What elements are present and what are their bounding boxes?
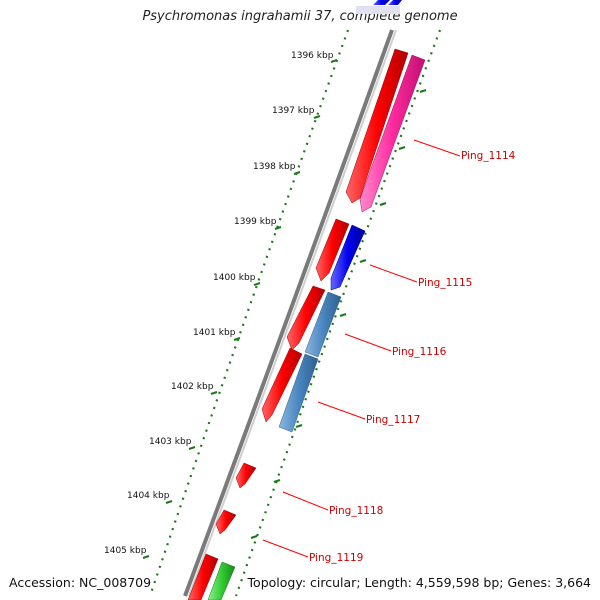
outer-scale-track bbox=[148, 29, 350, 597]
tick-label: 1402 kbp bbox=[171, 382, 214, 392]
scale-tick: 1396 kbp bbox=[291, 51, 338, 63]
gene-red[interactable] bbox=[235, 462, 257, 489]
gene-red[interactable] bbox=[286, 285, 326, 351]
gene-labels: Ping_1114 Ping_1115 Ping_1116 Ping_1117 … bbox=[262, 139, 516, 564]
scale-tick: 1402 kbp bbox=[171, 382, 218, 395]
tick-label: 1396 kbp bbox=[291, 51, 334, 61]
gene-label[interactable]: Ping_1119 bbox=[262, 539, 363, 564]
gene-label-text: Ping_1117 bbox=[366, 414, 420, 426]
inner-scale-track bbox=[234, 29, 442, 597]
tick-label: 1397 kbp bbox=[272, 106, 315, 116]
gene-green[interactable] bbox=[207, 561, 236, 600]
gene-blue[interactable] bbox=[330, 224, 366, 291]
accession-value: NC_008709 bbox=[79, 575, 152, 590]
genome-backbone-shade bbox=[188, 29, 397, 597]
accession-footer: Accession: NC_008709 bbox=[9, 575, 151, 590]
gene-label[interactable]: Ping_1118 bbox=[282, 491, 383, 517]
reverse-genes bbox=[207, 54, 426, 600]
gene-steelblue[interactable] bbox=[304, 291, 342, 358]
tick-label: 1398 kbp bbox=[253, 162, 296, 172]
genes-value: 3,664 bbox=[555, 575, 591, 590]
tick-label: 1400 kbp bbox=[213, 273, 256, 283]
gene-label[interactable]: Ping_1116 bbox=[344, 333, 447, 358]
tick-label: 1405 kbp bbox=[104, 546, 147, 556]
scale-tick: 1399 kbp bbox=[234, 217, 282, 230]
scale-tick: 1400 kbp bbox=[213, 273, 261, 286]
gene-label[interactable]: Ping_1115 bbox=[369, 264, 472, 289]
gene-label-text: Ping_1114 bbox=[461, 150, 516, 162]
topology-label: Topology: bbox=[247, 575, 307, 590]
forward-genes bbox=[187, 48, 409, 600]
scale-tick: 1397 kbp bbox=[272, 106, 321, 119]
tick-label: 1404 kbp bbox=[127, 491, 170, 501]
gene-label-text: Ping_1115 bbox=[418, 277, 472, 289]
tick-label: 1399 kbp bbox=[234, 217, 277, 227]
scale-tick: 1404 kbp bbox=[127, 491, 173, 504]
gene-label-text: Ping_1118 bbox=[329, 505, 383, 517]
gene-label-text: Ping_1116 bbox=[392, 346, 447, 358]
gene-red[interactable] bbox=[345, 48, 409, 204]
genes-label: Genes: bbox=[507, 575, 552, 590]
gene-label[interactable]: Ping_1117 bbox=[317, 401, 420, 426]
feature-top-blue-a[interactable] bbox=[373, 0, 390, 5]
scale-tick: 1405 kbp bbox=[104, 546, 150, 559]
scale-tick: 1401 kbp bbox=[193, 328, 241, 341]
length-label: Length: bbox=[364, 575, 412, 590]
tick-label: 1403 kbp bbox=[149, 437, 192, 447]
gene-red[interactable] bbox=[187, 553, 219, 600]
tick-label: 1401 kbp bbox=[193, 328, 236, 338]
genome-backbone bbox=[183, 29, 394, 597]
accession-label: Accession: bbox=[9, 575, 76, 590]
scale-tick: 1398 kbp bbox=[253, 162, 301, 175]
inner-track-ticks bbox=[250, 88, 427, 540]
gene-label[interactable]: Ping_1114 bbox=[413, 139, 516, 162]
gene-red[interactable] bbox=[261, 347, 303, 423]
topology-value: circular bbox=[310, 575, 357, 590]
feature-top-blue-b[interactable] bbox=[388, 0, 402, 5]
gene-label-text: Ping_1119 bbox=[309, 552, 363, 564]
feature-top-gray bbox=[356, 6, 400, 14]
scale-tick: 1403 kbp bbox=[149, 437, 196, 450]
gene-red[interactable] bbox=[215, 509, 237, 535]
gene-red[interactable] bbox=[315, 218, 350, 282]
length-value: 4,559,598 bp bbox=[415, 575, 500, 590]
gene-pink[interactable] bbox=[359, 54, 426, 213]
scale-ticks: 1396 kbp 1397 kbp 1398 kbp 1399 kbp 1400… bbox=[104, 51, 338, 559]
gene-steelblue[interactable] bbox=[278, 353, 319, 433]
summary-footer: Topology: circular; Length: 4,559,598 bp… bbox=[247, 575, 591, 590]
